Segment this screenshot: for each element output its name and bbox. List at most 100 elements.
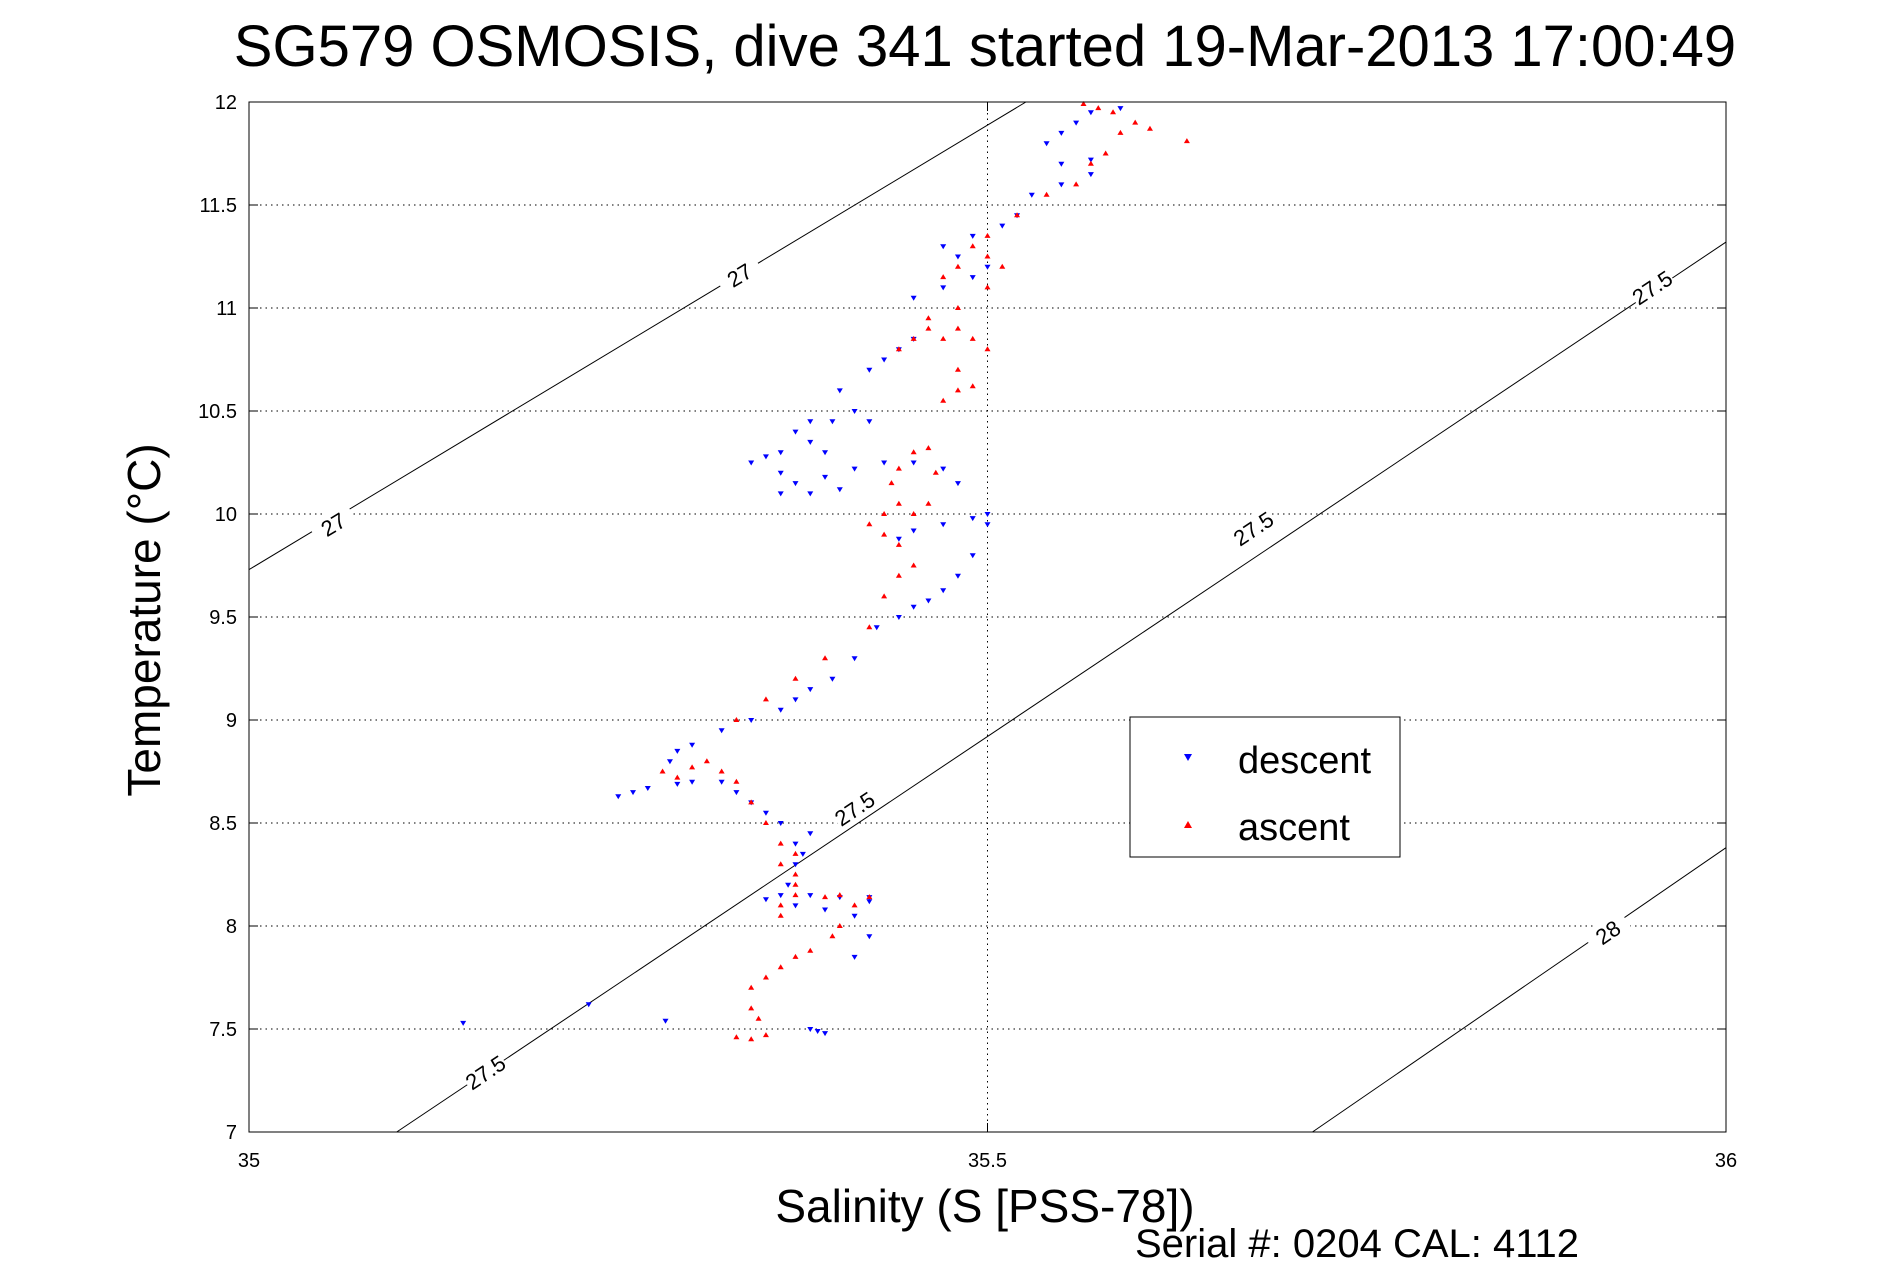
ascent-point bbox=[984, 284, 991, 290]
descent-point bbox=[807, 831, 814, 837]
ascent-point bbox=[733, 778, 740, 784]
data-points bbox=[460, 101, 1190, 1042]
ascent-point bbox=[984, 232, 991, 238]
descent-point bbox=[940, 466, 947, 472]
ascent-point bbox=[895, 465, 902, 471]
descent-point bbox=[940, 244, 947, 250]
descent-point bbox=[777, 450, 784, 456]
descent-point bbox=[954, 573, 961, 579]
ascent-point bbox=[881, 511, 888, 516]
y-tick-label: 9.5 bbox=[209, 607, 237, 629]
ascent-point bbox=[762, 820, 769, 825]
legend-ascent-marker-icon bbox=[1184, 821, 1192, 828]
descent-point bbox=[1087, 157, 1094, 163]
descent-point bbox=[630, 790, 637, 796]
ascent-point bbox=[866, 521, 873, 527]
ascent-point bbox=[940, 397, 947, 403]
ascent-point bbox=[925, 325, 932, 331]
descent-point bbox=[762, 454, 769, 460]
y-tick-label: 10.5 bbox=[198, 401, 237, 423]
chart-title: SG579 OSMOSIS, dive 341 started 19-Mar-2… bbox=[234, 14, 1736, 79]
descent-point bbox=[954, 254, 961, 260]
ascent-point bbox=[895, 500, 902, 506]
descent-point bbox=[807, 439, 814, 445]
ascent-point bbox=[748, 799, 755, 805]
descent-point bbox=[999, 223, 1006, 229]
descent-point bbox=[836, 388, 843, 394]
ascent-point bbox=[792, 881, 799, 887]
ascent-point bbox=[954, 366, 961, 372]
descent-point bbox=[910, 460, 917, 466]
y-tick-label: 9 bbox=[226, 710, 237, 732]
legend-ascent-label: ascent bbox=[1238, 807, 1350, 849]
ascent-point bbox=[777, 861, 784, 867]
descent-point bbox=[940, 588, 947, 594]
descent-point bbox=[792, 862, 799, 868]
y-tick-label: 10 bbox=[215, 504, 237, 526]
descent-point bbox=[799, 851, 806, 857]
ascent-point bbox=[792, 892, 799, 898]
ascent-point bbox=[777, 840, 784, 846]
ascent-point bbox=[762, 974, 769, 980]
descent-point bbox=[851, 954, 858, 960]
contour-label: 27.5 bbox=[461, 1050, 510, 1095]
descent-point bbox=[881, 460, 888, 466]
descent-point bbox=[910, 295, 917, 301]
ascent-point bbox=[777, 912, 784, 918]
descent-point bbox=[910, 528, 917, 534]
density-contour-line bbox=[248, 101, 1027, 571]
descent-point bbox=[733, 790, 740, 796]
descent-point bbox=[954, 481, 961, 487]
ascent-point bbox=[1073, 181, 1080, 187]
ascent-point bbox=[940, 274, 947, 280]
descent-point bbox=[674, 748, 681, 754]
descent-point bbox=[1058, 161, 1065, 167]
ascent-point bbox=[836, 892, 843, 898]
ascent-point bbox=[969, 335, 976, 341]
ascent-point bbox=[733, 717, 740, 722]
contour-label-background bbox=[1582, 909, 1634, 956]
ascent-point bbox=[999, 263, 1006, 269]
descent-point bbox=[866, 419, 873, 425]
descent-point bbox=[829, 676, 836, 682]
ascent-point bbox=[762, 696, 769, 702]
descent-point bbox=[777, 491, 784, 497]
legend-descent-label: descent bbox=[1238, 740, 1372, 782]
descent-point bbox=[940, 522, 947, 528]
ascent-point bbox=[748, 984, 755, 990]
descent-point bbox=[807, 419, 814, 425]
ascent-point bbox=[822, 894, 829, 900]
y-tick-label: 7.5 bbox=[209, 1019, 237, 1041]
ascent-point bbox=[925, 500, 932, 506]
ascent-point bbox=[829, 933, 836, 939]
descent-point bbox=[1087, 110, 1094, 116]
ascent-point bbox=[748, 1005, 755, 1011]
descent-point bbox=[777, 821, 784, 826]
ascent-point bbox=[925, 445, 932, 451]
contour-label-background bbox=[1626, 264, 1678, 311]
contour-label-background bbox=[307, 501, 359, 547]
ascent-point bbox=[1110, 109, 1117, 115]
contour-label-background bbox=[829, 785, 881, 832]
y-axis-label: Temperature (°C) bbox=[118, 443, 170, 796]
descent-point bbox=[1117, 106, 1124, 112]
descent-point bbox=[615, 794, 622, 800]
descent-point bbox=[925, 598, 932, 604]
descent-point bbox=[851, 913, 858, 919]
ascent-point bbox=[1087, 160, 1094, 166]
ascent-point bbox=[888, 480, 895, 486]
y-tick-label: 11 bbox=[216, 298, 237, 320]
descent-point bbox=[792, 903, 799, 909]
descent-point bbox=[792, 481, 799, 487]
descent-point bbox=[969, 275, 976, 281]
ascent-point bbox=[777, 964, 784, 970]
descent-point bbox=[777, 707, 784, 713]
descent-point bbox=[792, 697, 799, 703]
legend: descent ascent bbox=[1129, 716, 1401, 858]
y-tick-label: 8 bbox=[226, 916, 237, 938]
descent-point bbox=[762, 897, 769, 903]
descent-point bbox=[814, 1029, 821, 1035]
descent-point bbox=[851, 656, 858, 662]
descent-point bbox=[1073, 120, 1080, 126]
